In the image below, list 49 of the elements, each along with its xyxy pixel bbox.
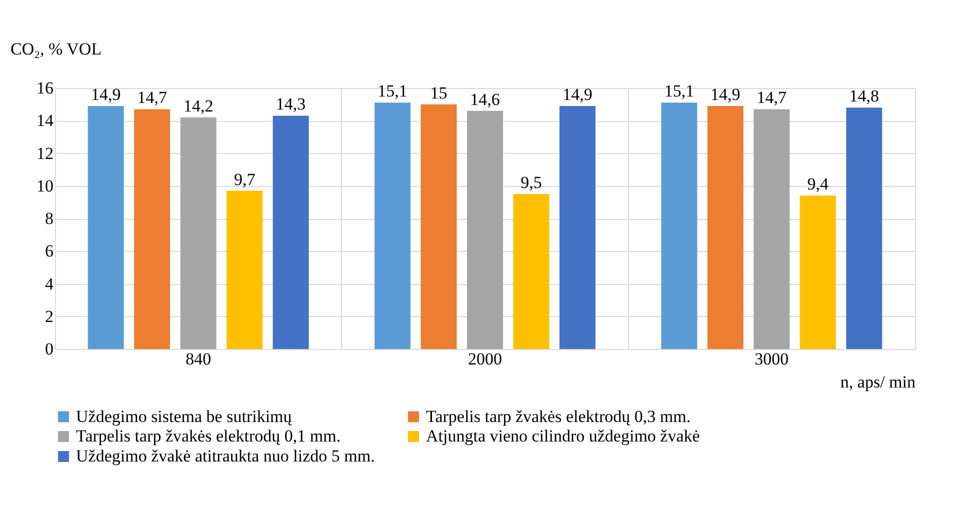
bar xyxy=(420,104,457,349)
data-label: 15,1 xyxy=(378,82,408,101)
y-tick-label: 0 xyxy=(45,340,54,358)
x-tick-label: 2000 xyxy=(468,350,502,368)
data-label: 14,6 xyxy=(470,90,500,109)
bar xyxy=(467,110,503,349)
data-label: 15 xyxy=(430,83,448,102)
data-label: 14,8 xyxy=(849,86,880,106)
x-axis-title: n, aps/ min xyxy=(840,372,916,392)
y-tick-label: 6 xyxy=(45,242,54,261)
bar xyxy=(134,109,170,349)
bar xyxy=(272,116,309,349)
y-tick-label: 12 xyxy=(36,144,54,163)
bar xyxy=(513,194,550,349)
bar xyxy=(754,109,790,349)
data-label: 14,7 xyxy=(756,88,788,108)
y-tick-label: 16 xyxy=(36,78,54,98)
legend-label: Tarpelis tarp žvakės elektrodų 0,1 mm. xyxy=(76,426,341,446)
bar xyxy=(180,117,216,349)
legend-label: Uždegimo sistema be sutrikimų xyxy=(76,406,292,426)
bar xyxy=(374,102,411,349)
y-tick-label: 14 xyxy=(36,111,54,130)
data-label: 9,7 xyxy=(234,170,256,189)
y-tick-label: 4 xyxy=(45,274,54,294)
y-tick-label: 8 xyxy=(45,209,54,228)
x-tick-label: 3000 xyxy=(754,350,789,368)
data-label: 14,9 xyxy=(562,84,592,104)
x-tick-label: 840 xyxy=(186,350,212,368)
data-label: 14,7 xyxy=(137,88,168,108)
bar xyxy=(88,106,124,349)
legend-label: Uždegimo žvakė atitraukta nuo lizdo 5 mm. xyxy=(76,446,375,466)
data-label: 14,9 xyxy=(710,84,740,104)
legend-label: Tarpelis tarp žvakės elektrodų 0,3 mm. xyxy=(426,406,691,426)
y-tick-label: 10 xyxy=(36,176,54,196)
bar xyxy=(559,106,596,349)
data-label: 15,1 xyxy=(664,82,694,101)
y-tick-label: 2 xyxy=(45,306,54,326)
data-label: 14,9 xyxy=(90,84,121,104)
bar xyxy=(800,196,836,349)
data-label: 14,2 xyxy=(183,96,214,116)
data-label: 9,4 xyxy=(807,174,830,194)
bar xyxy=(226,190,263,349)
y-axis-title: CO₂, % VOL xyxy=(10,40,102,58)
data-label: 9,5 xyxy=(520,173,542,192)
bar xyxy=(661,102,698,349)
data-label: 14,3 xyxy=(276,94,306,114)
bar xyxy=(707,106,744,349)
legend-label: Atjungta vieno cilindro uždegimo žvakė xyxy=(426,426,700,446)
bar xyxy=(846,108,882,349)
